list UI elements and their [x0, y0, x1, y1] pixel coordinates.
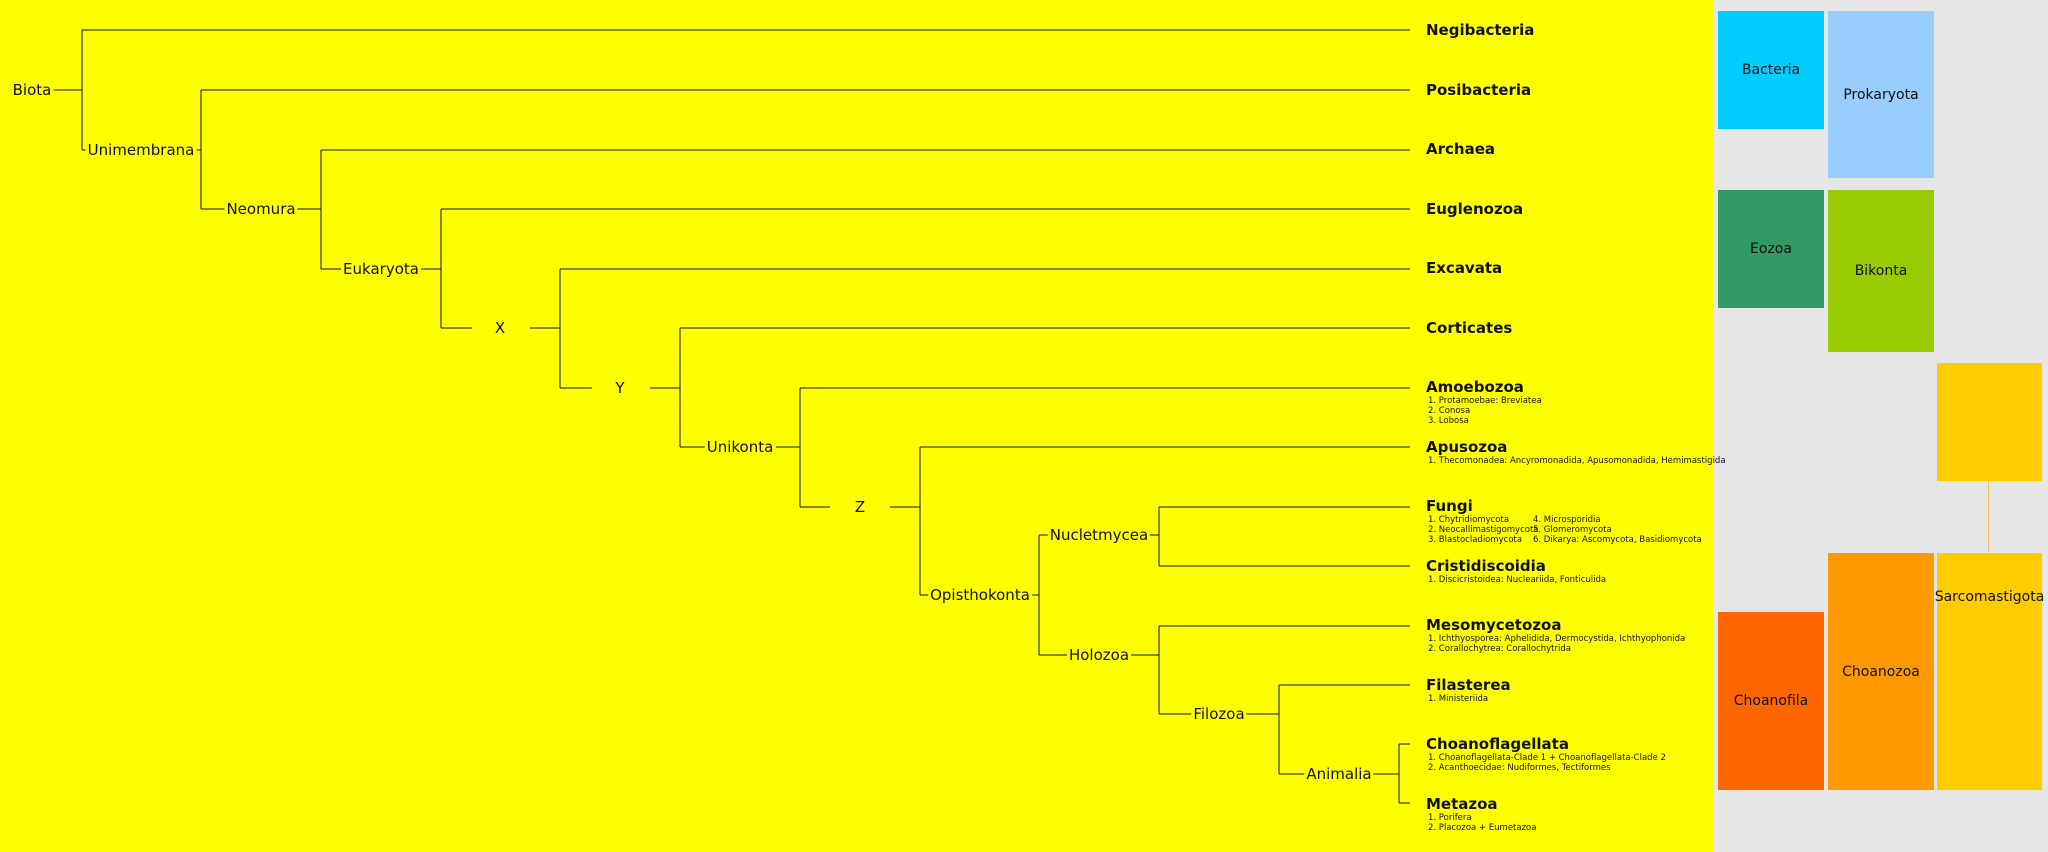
leaf-name: Posibacteria	[1426, 81, 1532, 99]
leaf-name: Euglenozoa	[1426, 200, 1524, 218]
leaf-name: Excavata	[1426, 259, 1503, 277]
leaf-subgroup: 6. Dikarya: Ascomycota, Basidiomycota	[1533, 535, 1702, 545]
group-label: Prokaryota	[1843, 86, 1919, 103]
leaf-subgroup: 2. Corallochytrea: Corallochytrida	[1428, 644, 1571, 654]
leaf-name: Filasterea	[1426, 676, 1511, 694]
leaf-subgroup: 2. Placozoa + Eumetazoa	[1428, 823, 1537, 833]
leaf-metazoa: Metazoa 1. Porifera 2. Placozoa + Eumeta…	[1426, 795, 1536, 833]
leaf-subgroup: 1. Protamoebae: Breviatea	[1428, 396, 1542, 406]
node-biota: Biota	[10, 81, 54, 99]
node-opisthokonta: Opisthokonta	[928, 586, 1032, 604]
leaf-name: Mesomycetozoa	[1426, 616, 1562, 634]
leaf-name: Fungi	[1426, 497, 1473, 515]
tree-branches	[52, 29, 1410, 804]
node-nucletmycea: Nucletmycea	[1047, 526, 1151, 544]
leaf-name: Cristidiscoidia	[1426, 557, 1546, 575]
leaf-euglenozoa: Euglenozoa	[1426, 200, 1523, 218]
sarcomastigota-connector	[1988, 482, 1989, 552]
node-unikonta: Unikonta	[704, 438, 776, 456]
leaf-subgroup: 2. Conosa	[1428, 406, 1471, 416]
leaf-apusozoa: Apusozoa 1. Thecomonadea: Ancyromonadida…	[1426, 438, 1726, 466]
group-label: Sarcomastigota	[1934, 589, 2045, 605]
leaf-amoebozoa: Amoebozoa 1. Protamoebae: Breviatea 2. C…	[1426, 378, 1542, 426]
leaf-archaea: Archaea	[1426, 140, 1495, 158]
tree-panel: Biota Unimembrana Neomura Eukaryota X Y …	[0, 0, 1726, 852]
leaf-subgroup: 3. Blastocladiomycota	[1428, 535, 1523, 545]
leaf-name: Amoebozoa	[1426, 378, 1524, 396]
leaf-subgroup: 5. Glomeromycota	[1533, 525, 1612, 535]
group-box-sarcomastigota-upper	[1937, 363, 2042, 481]
group-box-eozoa: Eozoa	[1718, 190, 1824, 308]
leaf-negibacteria: Negibacteria	[1426, 21, 1534, 39]
node-neomura: Neomura	[224, 200, 298, 218]
node-holozoa: Holozoa	[1066, 646, 1132, 664]
leaf-excavata: Excavata	[1426, 259, 1502, 277]
leaf-name: Negibacteria	[1426, 21, 1535, 39]
leaf-name: Choanoflagellata	[1426, 735, 1569, 753]
group-label: Eozoa	[1750, 241, 1792, 257]
leaf-subgroup: 1. Discicristoidea: Nucleariida, Fonticu…	[1428, 575, 1607, 585]
leaf-cristidiscoidia: Cristidiscoidia 1. Discicristoidea: Nucl…	[1426, 557, 1606, 585]
leaf-filasterea: Filasterea 1. Ministeriida	[1426, 676, 1511, 704]
group-box-bikonta: Bikonta	[1828, 190, 1934, 352]
leaf-subgroup: 3. Lobosa	[1428, 416, 1469, 426]
leaf-subgroup: 1. Ichthyosporea: Aphelidida, Dermocysti…	[1428, 634, 1686, 644]
node-x: X	[492, 319, 508, 337]
leaf-name: Apusozoa	[1426, 438, 1508, 456]
leaf-subgroup: 1. Chytridiomycota	[1428, 515, 1510, 525]
node-unimembrana: Unimembrana	[85, 141, 197, 159]
group-label: Choanozoa	[1842, 663, 1920, 680]
leaf-choanoflagellata: Choanoflagellata 1. Choanoflagellata-Cla…	[1426, 735, 1666, 773]
leaf-subgroup: 1. Thecomonadea: Ancyromonadida, Apusomo…	[1428, 456, 1726, 466]
group-box-choanofila: Choanofila	[1718, 612, 1824, 790]
group-label: Bikonta	[1854, 263, 1908, 279]
leaf-subgroup: 4. Microsporidia	[1533, 515, 1601, 525]
group-box-bacteria: Bacteria	[1718, 11, 1824, 129]
leaf-corticates: Corticates	[1426, 319, 1512, 337]
node-y: Y	[613, 379, 627, 397]
node-z: Z	[852, 498, 868, 516]
leaf-name: Corticates	[1426, 319, 1513, 337]
leaf-subgroup-grid: 1. Chytridiomycota 4. Microsporidia 2. N…	[1426, 515, 1702, 545]
group-box-sarcomastigota: Sarcomastigota	[1934, 553, 2045, 790]
group-label: Choanofila	[1733, 693, 1809, 709]
node-animalia: Animalia	[1304, 765, 1374, 783]
leaf-posibacteria: Posibacteria	[1426, 81, 1531, 99]
leaf-subgroup: 1. Ministeriida	[1428, 694, 1489, 704]
leaf-mesomycetozoa: Mesomycetozoa 1. Ichthyosporea: Aphelidi…	[1426, 616, 1685, 654]
leaf-subgroup: 1. Porifera	[1428, 813, 1472, 823]
group-box-prokaryota: Prokaryota	[1828, 11, 1934, 178]
group-box-choanozoa: Choanozoa	[1828, 553, 1934, 790]
leaf-subgroup: 2. Neocallimastigomycota	[1428, 525, 1539, 535]
node-filozoa: Filozoa	[1191, 705, 1247, 723]
leaf-subgroup: 1. Choanoflagellata-Clade 1 + Choanoflag…	[1428, 753, 1666, 763]
leaf-name: Archaea	[1426, 140, 1495, 158]
node-eukaryota: Eukaryota	[341, 260, 421, 278]
leaf-fungi: Fungi 1. Chytridiomycota 4. Microsporidi…	[1426, 497, 1702, 545]
group-label: Bacteria	[1741, 62, 1801, 78]
leaf-name: Metazoa	[1426, 795, 1498, 813]
leaf-subgroup: 2. Acanthoecidae: Nudiformes, Tectiforme…	[1428, 763, 1611, 773]
